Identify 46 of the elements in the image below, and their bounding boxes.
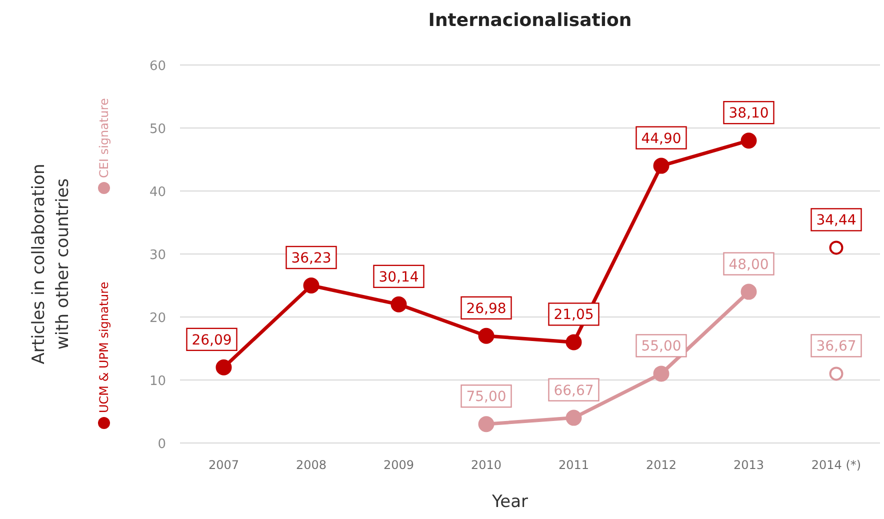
point [653,366,670,382]
annotation: 38,10 [728,106,769,122]
annotation: 21,05 [554,307,594,324]
y-tick-label: 30 [149,248,166,263]
x-tick-label: 2009 [383,458,414,472]
point [390,296,407,312]
x-tick-label: 2008 [296,458,327,472]
annotation: 36,67 [816,338,856,355]
text: CEI signature [97,98,111,178]
point [653,158,670,174]
annotation: 30,14 [378,269,419,286]
chart-title: Internacionalisation [428,10,632,31]
y-tick-label: 10 [149,374,166,389]
annotation: 44,90 [641,130,682,147]
annotation: 36,23 [291,250,332,266]
y-tick-label: 40 [149,185,166,200]
annotation: 34,44 [816,212,856,229]
point [216,359,232,376]
x-tick-label: 2012 [646,458,677,472]
point [566,334,582,350]
x-tick-label: 2007 [208,458,240,472]
annotation: 66,67 [554,382,594,399]
annotation: 75,00 [466,389,506,406]
x-tick-label: 2010 [470,458,502,472]
x-axis-title: Year [491,492,528,512]
point [303,278,320,294]
y-tick-label: 0 [158,437,166,452]
annotation: 26,09 [192,332,232,348]
text: UCM & UPM signature [97,282,111,413]
y-axis-title: Articles in collaboration with other countries [29,164,73,364]
point [566,410,582,426]
annotation: 26,98 [466,300,506,317]
x-tick-label: 2011 [558,458,590,472]
point [829,366,844,381]
y-tick-label: 20 [149,311,166,326]
annotation: 55,00 [641,338,682,355]
point [740,284,757,300]
annotation: 48,00 [728,256,769,273]
point [478,416,494,432]
x-tick-label: 2013 [733,458,764,472]
point [740,132,757,149]
y-tick-label: 60 [149,59,166,74]
x-tick-label: 2014 (*) [811,458,862,472]
y-tick-label: 50 [149,122,166,137]
point [478,328,494,344]
point [829,240,844,255]
